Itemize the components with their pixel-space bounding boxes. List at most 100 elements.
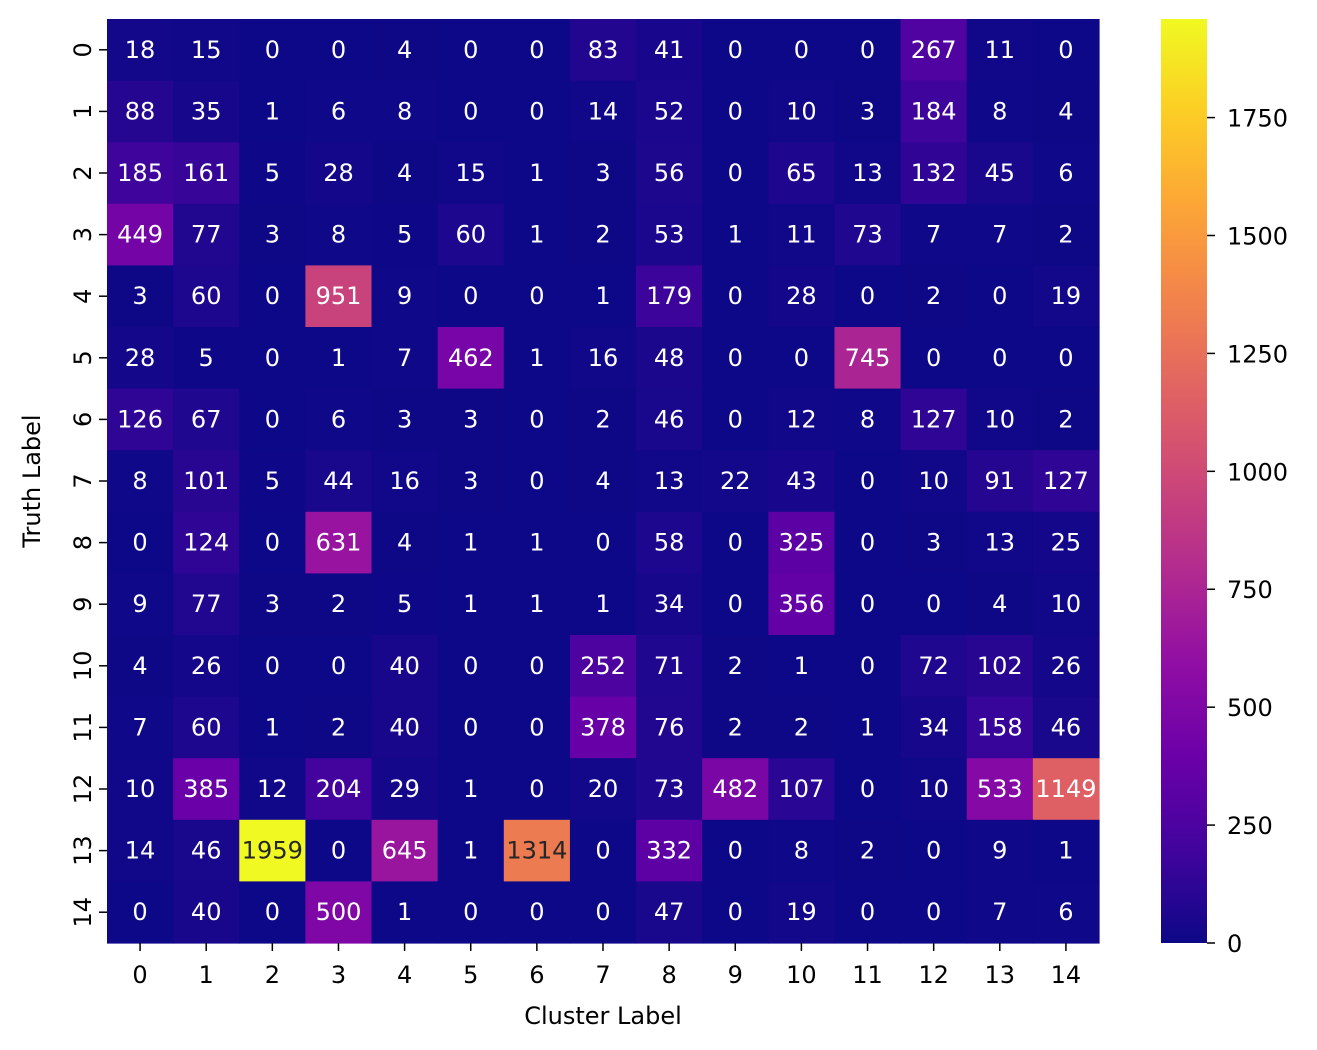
heatmap-cell-9-13 — [966, 573, 1034, 636]
heatmap-cell-6-13 — [966, 388, 1034, 451]
heatmap-cell-13-12 — [900, 819, 968, 882]
cell-value-12-8: 73 — [654, 775, 685, 803]
cell-value-5-1: 5 — [199, 344, 214, 372]
heatmap-cell-0-14 — [1032, 19, 1100, 82]
heatmap-cell-9-5 — [437, 573, 505, 636]
heatmap-cell-12-12 — [900, 758, 968, 821]
heatmap-cell-2-10 — [768, 142, 836, 205]
heatmap-cell-4-0 — [107, 265, 174, 328]
heatmap-cell-3-10 — [768, 203, 836, 266]
heatmap-cell-5-14 — [1032, 327, 1100, 390]
cell-value-0-1: 15 — [191, 36, 222, 64]
heatmap-cell-9-10 — [768, 573, 836, 636]
cell-value-4-14: 19 — [1051, 282, 1082, 310]
cell-value-1-11: 3 — [860, 97, 875, 125]
heatmap-cell-5-2 — [239, 327, 306, 390]
heatmap-cell-2-2 — [239, 142, 306, 205]
heatmap-cell-11-9 — [702, 696, 769, 759]
heatmap-cell-11-0 — [107, 696, 174, 759]
y-tick-label-0: 0 — [69, 42, 97, 57]
cell-value-4-9: 0 — [728, 282, 743, 310]
heatmap-cell-6-10 — [768, 388, 836, 451]
heatmap-cell-13-3 — [305, 819, 373, 882]
cell-value-8-13: 13 — [985, 529, 1016, 557]
heatmap-cell-10-3 — [305, 635, 373, 698]
heatmap-cell-9-7 — [569, 573, 637, 636]
cell-value-0-13: 11 — [985, 36, 1016, 64]
heatmap-cell-4-3 — [305, 265, 373, 328]
cell-value-10-11: 0 — [860, 652, 875, 680]
cell-value-13-7: 0 — [595, 837, 610, 865]
heatmap-cell-10-6 — [503, 635, 571, 698]
heatmap-cell-13-1 — [173, 819, 240, 882]
cell-value-14-11: 0 — [860, 898, 875, 926]
cell-value-8-3: 631 — [316, 529, 362, 557]
cell-value-2-4: 4 — [397, 159, 412, 187]
cell-value-10-14: 26 — [1051, 652, 1082, 680]
cell-value-0-6: 0 — [529, 36, 544, 64]
colorbar-tick-label-1750: 1750 — [1227, 105, 1288, 133]
heatmap-cell-2-6 — [503, 142, 571, 205]
y-tick-label-12: 12 — [69, 774, 97, 805]
y-axis-label: Truth Label — [18, 414, 46, 548]
cell-value-6-4: 3 — [397, 405, 412, 433]
colorbar-tick-label-750: 750 — [1227, 576, 1273, 604]
colorbar-tick-label-1000: 1000 — [1227, 458, 1288, 486]
cell-value-14-4: 1 — [397, 898, 412, 926]
cell-value-10-4: 40 — [389, 652, 420, 680]
heatmap-cell-9-4 — [371, 573, 439, 636]
cell-value-3-5: 60 — [455, 221, 486, 249]
cell-value-14-6: 0 — [529, 898, 544, 926]
heatmap-cell-0-8 — [636, 19, 703, 82]
cell-value-1-14: 4 — [1058, 97, 1073, 125]
heatmap-cell-14-9 — [702, 881, 769, 944]
cell-value-1-13: 8 — [992, 97, 1007, 125]
heatmap-cell-0-11 — [834, 19, 902, 82]
cell-value-3-1: 77 — [191, 221, 222, 249]
cell-value-4-0: 3 — [132, 282, 147, 310]
heatmap-cell-5-9 — [702, 327, 769, 390]
cell-value-1-1: 35 — [191, 97, 222, 125]
cell-value-10-7: 252 — [580, 652, 626, 680]
heatmap-cell-13-2 — [239, 819, 306, 882]
cell-value-8-9: 0 — [728, 529, 743, 557]
heatmap-cell-14-10 — [768, 881, 836, 944]
heatmap-cell-8-14 — [1032, 511, 1100, 574]
heatmap-cell-14-0 — [107, 881, 174, 944]
cell-value-14-13: 7 — [992, 898, 1007, 926]
cell-value-9-13: 4 — [992, 590, 1007, 618]
cell-value-9-10: 356 — [778, 590, 824, 618]
heatmap-cell-13-8 — [636, 819, 703, 882]
heatmap-cell-5-6 — [503, 327, 571, 390]
cell-value-14-3: 500 — [316, 898, 362, 926]
x-tick-label-10: 10 — [786, 961, 817, 989]
heatmap-cell-4-7 — [569, 265, 637, 328]
heatmap-cell-7-11 — [834, 450, 902, 513]
cell-value-2-14: 6 — [1058, 159, 1073, 187]
heatmap-cell-1-5 — [437, 80, 505, 143]
colorbar — [1161, 19, 1207, 943]
heatmap-cell-1-10 — [768, 80, 836, 143]
heatmap-cell-4-9 — [702, 265, 769, 328]
heatmap-cell-7-5 — [437, 450, 505, 513]
cell-value-13-11: 2 — [860, 837, 875, 865]
colorbar-tick-label-0: 0 — [1227, 930, 1242, 958]
cell-value-7-8: 13 — [654, 467, 685, 495]
heatmap-cell-8-12 — [900, 511, 968, 574]
cell-value-7-13: 91 — [985, 467, 1016, 495]
cell-value-8-4: 4 — [397, 529, 412, 557]
cell-value-11-4: 40 — [389, 713, 420, 741]
y-tick-label-8: 8 — [69, 535, 97, 550]
heatmap-cell-1-14 — [1032, 80, 1100, 143]
y-tick-label-4: 4 — [69, 289, 97, 304]
heatmap-cell-1-7 — [569, 80, 637, 143]
heatmap-cell-4-5 — [437, 265, 505, 328]
heatmap-cell-5-0 — [107, 327, 174, 390]
heatmap-cell-9-8 — [636, 573, 703, 636]
cell-value-10-2: 0 — [265, 652, 280, 680]
cell-value-8-6: 1 — [529, 529, 544, 557]
cell-value-5-14: 0 — [1058, 344, 1073, 372]
heatmap-cell-1-9 — [702, 80, 769, 143]
cell-value-5-9: 0 — [728, 344, 743, 372]
heatmap-cell-13-10 — [768, 819, 836, 882]
